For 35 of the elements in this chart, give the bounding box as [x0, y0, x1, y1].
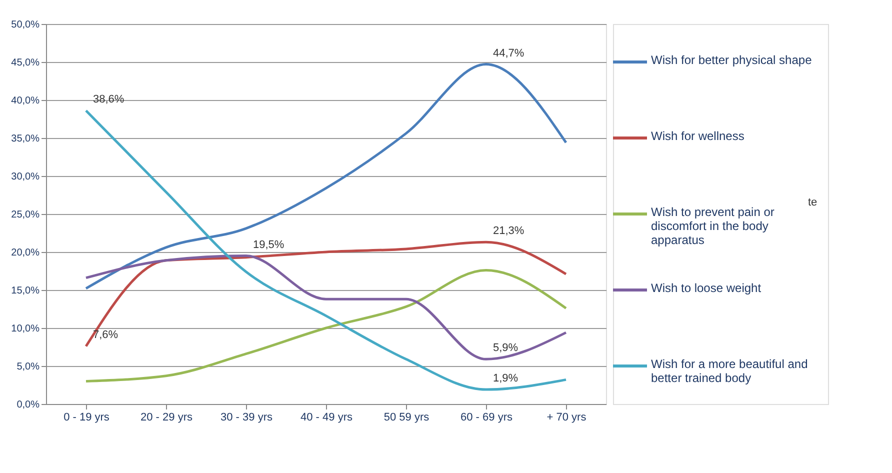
- x-tick-label: 60 - 69 yrs: [460, 412, 513, 424]
- legend-label: Wish for wellness: [651, 129, 744, 143]
- legend-label: Wish to prevent pain or discomfort in the body apparatus: [651, 205, 774, 247]
- x-tick-label: + 70 yrs: [546, 412, 587, 424]
- data-label: 5,9%: [493, 342, 518, 354]
- legend-label: Wish for a more beautiful and better trained body: [651, 357, 808, 385]
- y-tick-label: 25,0%: [11, 210, 40, 220]
- y-tick-label: 35,0%: [11, 134, 40, 144]
- y-tick-label: 20,0%: [11, 248, 40, 258]
- y-tick-label: 0,0%: [16, 400, 40, 410]
- y-tick-label: 10,0%: [11, 324, 40, 334]
- x-tick-label: 20 - 29 yrs: [140, 412, 193, 424]
- data-label: 7,6%: [93, 329, 118, 342]
- x-tick-label: 0 - 19 yrs: [64, 412, 110, 424]
- y-tick-label: 30,0%: [11, 172, 40, 182]
- x-tick-label: 50 59 yrs: [384, 412, 430, 424]
- x-tick-label: 40 - 49 yrs: [300, 412, 353, 424]
- text: te: [808, 196, 818, 209]
- x-tick-label: 30 - 39 yrs: [220, 412, 273, 424]
- legend-label: Wish to loose weight: [651, 281, 762, 295]
- y-tick-label: 45,0%: [11, 58, 40, 68]
- y-tick-label: 50,0%: [11, 20, 40, 30]
- data-label: 21,3%: [493, 225, 524, 238]
- data-label: 1,9%: [493, 372, 518, 385]
- data-label: 44,7%: [493, 47, 524, 60]
- y-tick-label: 5,0%: [16, 362, 40, 372]
- data-label: 19,5%: [253, 238, 284, 251]
- line-series: [84, 63, 568, 290]
- y-tick-label: 15,0%: [11, 286, 40, 296]
- legend-label: Wish for better physical shape: [651, 53, 812, 67]
- line-series: [84, 254, 568, 360]
- y-tick-label: 40,0%: [11, 96, 40, 106]
- data-label: 38,6%: [93, 94, 124, 106]
- line-series: [84, 109, 568, 391]
- line-series: [84, 268, 568, 382]
